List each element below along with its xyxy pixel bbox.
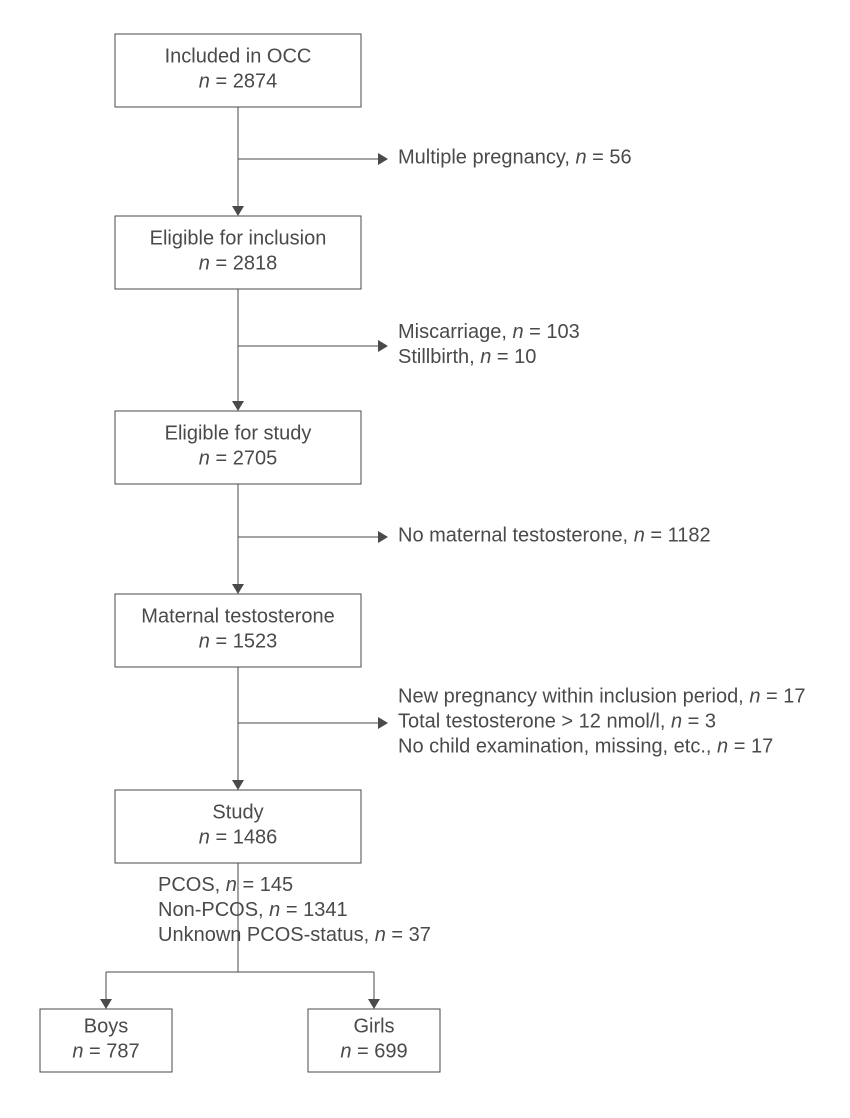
node-study-label: Studyn = 1486 xyxy=(199,802,277,849)
node-occ-label: Included in OCCn = 2874 xyxy=(165,46,312,93)
node-maternal-t-label: Maternal testosteronen = 1523 xyxy=(141,606,334,653)
node-girls-label: Girlsn = 699 xyxy=(340,1016,407,1063)
node-boys-label: Boysn = 787 xyxy=(72,1016,139,1063)
pcos-breakdown: PCOS, n = 145Non-PCOS, n = 1341Unknown P… xyxy=(158,874,431,946)
excl-4-label: New pregnancy within inclusion period, n… xyxy=(398,686,805,758)
node-eligible-inclusion-label: Eligible for inclusionn = 2818 xyxy=(150,228,327,275)
excl-1-label: Multiple pregnancy, n = 56 xyxy=(398,147,632,169)
excl-3-label: No maternal testosterone, n = 1182 xyxy=(398,525,711,547)
node-eligible-study-label: Eligible for studyn = 2705 xyxy=(165,423,312,470)
excl-2-label: Miscarriage, n = 103Stillbirth, n = 10 xyxy=(398,321,580,368)
